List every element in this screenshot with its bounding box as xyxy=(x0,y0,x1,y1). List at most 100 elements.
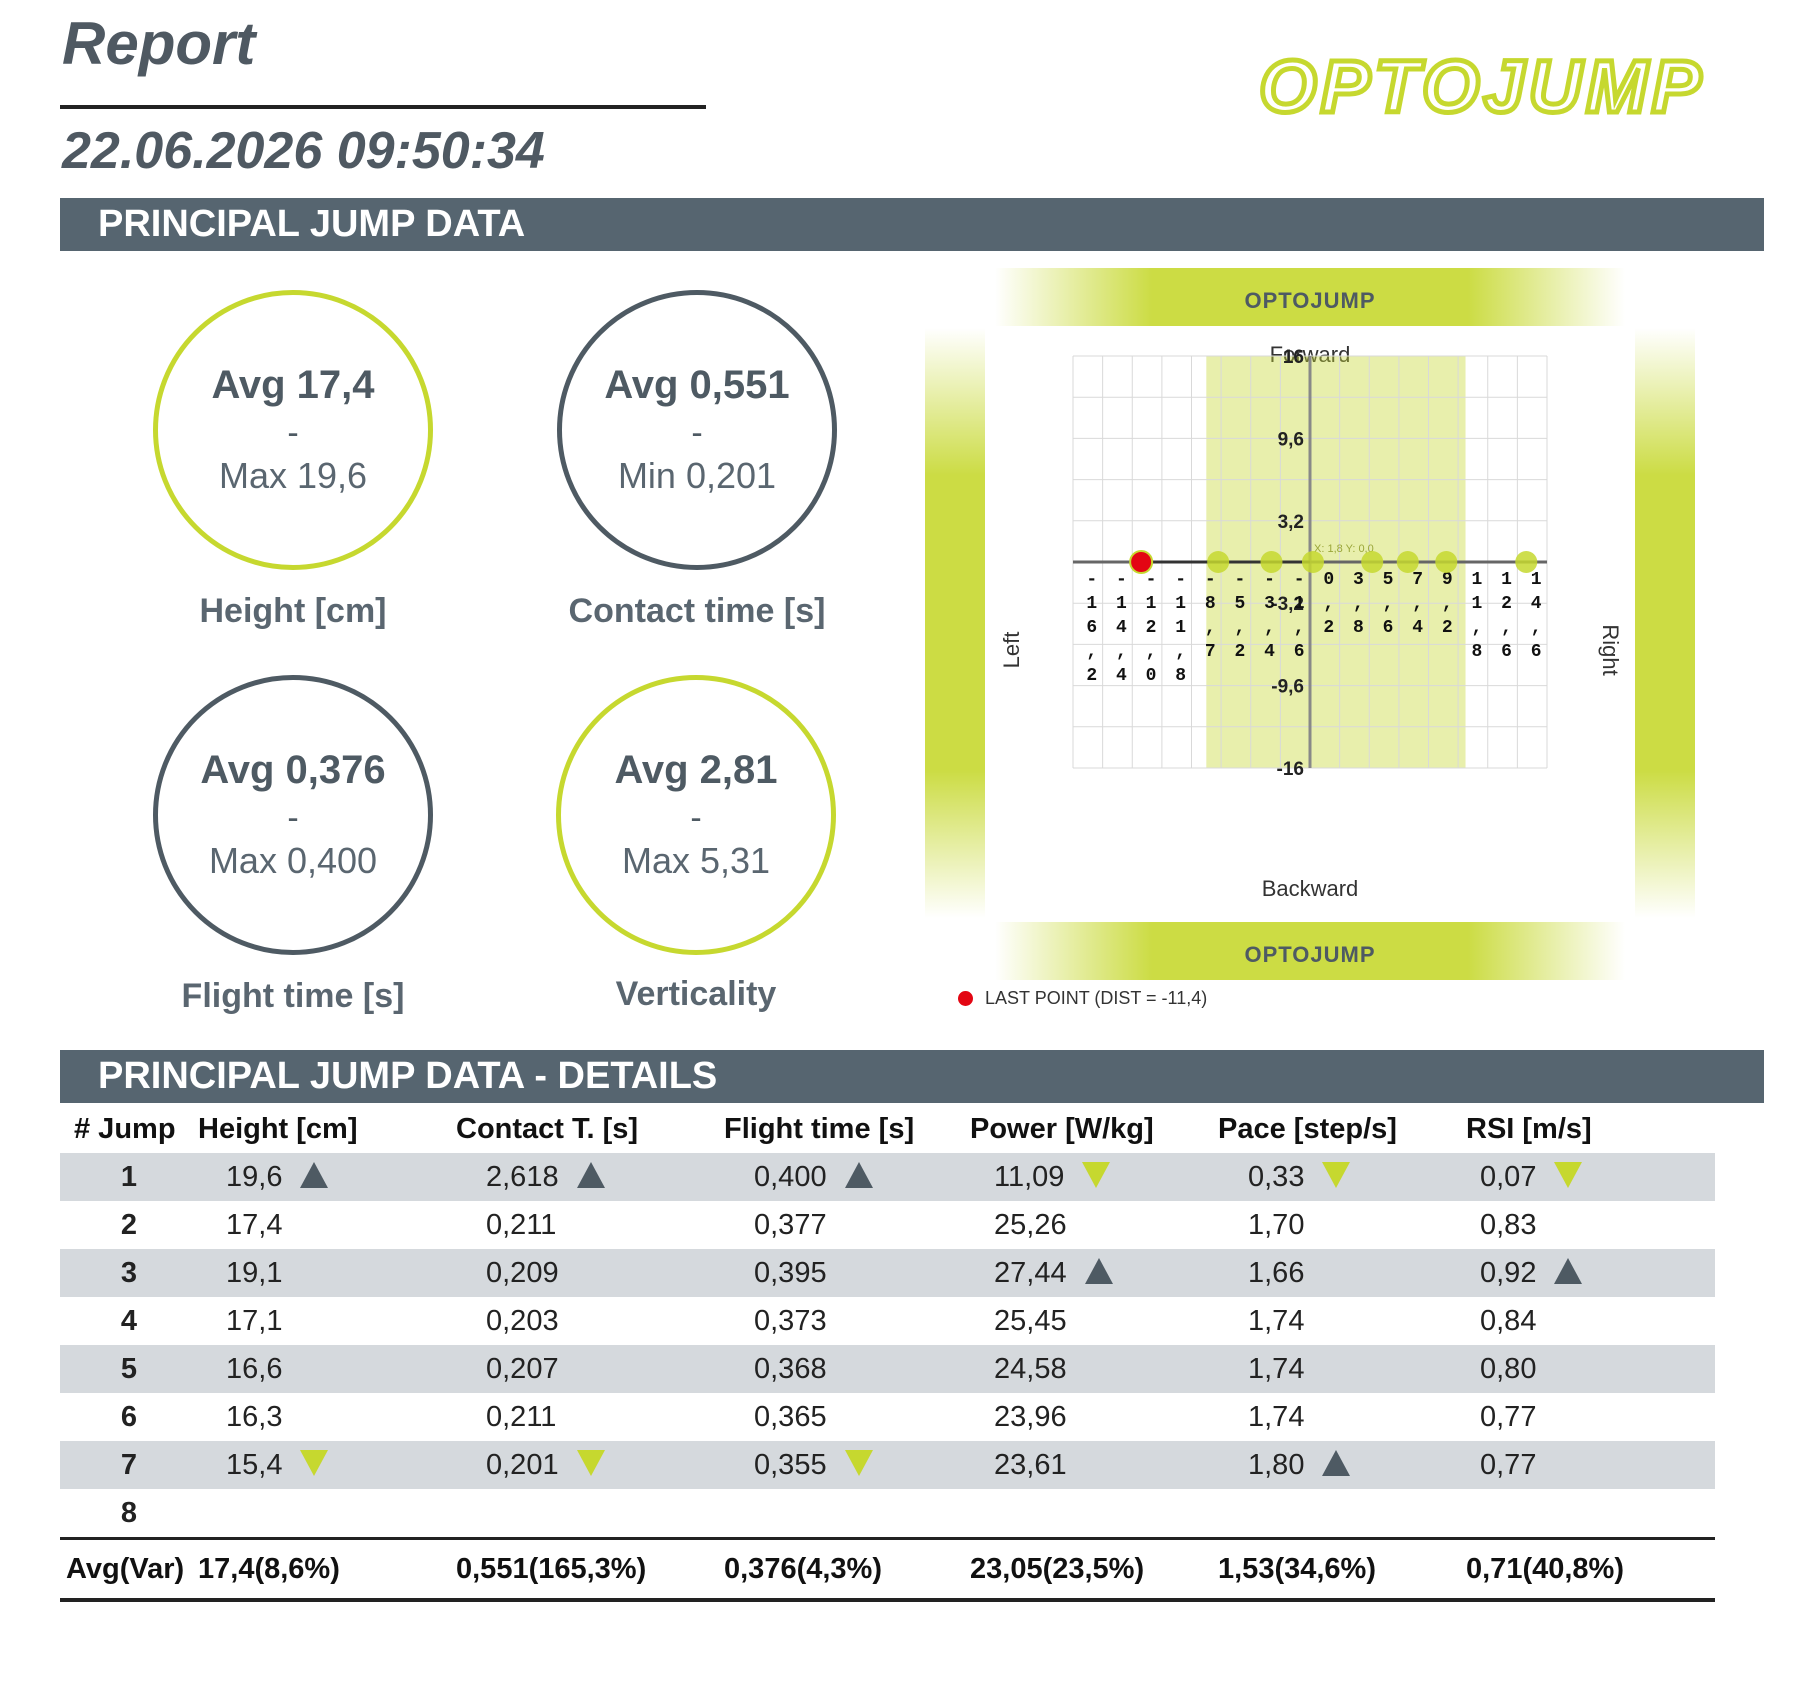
table-row: 4 17,1 0,203 0,373 25,45 1,74 0,84 xyxy=(60,1297,1715,1345)
section-principal-header: PRINCIPAL JUMP DATA xyxy=(60,198,1764,251)
pace-value: 0,33 xyxy=(1248,1160,1305,1193)
metric-contact-avg: Avg 0,551 xyxy=(604,363,790,407)
optojump-logo: OPTOJUMP xyxy=(1257,52,1705,124)
power-cell: 25,26 xyxy=(970,1201,1218,1249)
x-point-label: 7,4 xyxy=(1412,570,1423,638)
pace-value: 1,74 xyxy=(1248,1304,1305,1337)
flight-cell xyxy=(724,1489,970,1539)
power-value: 23,96 xyxy=(994,1400,1067,1433)
contact-value: 0,211 xyxy=(486,1400,557,1433)
metric-flight-circle: Avg 0,376 - Max 0,400 xyxy=(153,675,433,955)
contact-cell: 0,211 xyxy=(456,1201,724,1249)
metric-contact-label: Contact time [s] xyxy=(568,592,826,630)
contact-cell: 0,203 xyxy=(456,1297,724,1345)
min-triangle-down-icon xyxy=(576,1449,605,1476)
jump-point-marker xyxy=(1396,551,1419,573)
height-cell: 16,6 xyxy=(198,1345,456,1393)
jump-point-marker xyxy=(1435,551,1458,573)
last-point-legend: LAST POINT (DIST = -11,4) xyxy=(958,988,1207,1009)
height-cell: 15,4 xyxy=(198,1441,456,1489)
power-value: 24,58 xyxy=(994,1352,1067,1385)
contact-cell: 0,209 xyxy=(456,1249,724,1297)
flight-value: 0,365 xyxy=(754,1400,827,1433)
table-row: 3 19,1 0,209 0,395 27,44 1,66 0,92 xyxy=(60,1249,1715,1297)
x-point-label: -8, 7 xyxy=(1205,570,1216,662)
footer-label: Avg(Var) xyxy=(60,1537,198,1602)
y-tick-label: 9,6 xyxy=(1278,429,1304,450)
pace-cell: 1,80 xyxy=(1218,1441,1466,1489)
header-height: Height [cm] xyxy=(198,1112,358,1145)
flight-value: 0,377 xyxy=(754,1208,827,1241)
pace-value: 1,70 xyxy=(1248,1208,1305,1241)
contact-value: 0,211 xyxy=(486,1208,557,1241)
metric-flight-max: Max 0,400 xyxy=(208,840,378,881)
metric-contact-circle: Avg 0,551 - Min 0,201 xyxy=(557,290,837,570)
metric-height-max: Max 19,6 xyxy=(218,455,368,496)
contact-cell: 0,207 xyxy=(456,1345,724,1393)
rsi-value: 0,77 xyxy=(1480,1400,1537,1433)
compass-right-label: Right xyxy=(1598,624,1623,675)
min-triangle-down-icon xyxy=(1554,1161,1583,1188)
flight-cell: 0,368 xyxy=(724,1345,970,1393)
pace-cell: 1,66 xyxy=(1218,1249,1466,1297)
rsi-cell: 0,83 xyxy=(1466,1201,1715,1249)
table-row: 5 16,6 0,207 0,368 24,58 1,74 0,80 xyxy=(60,1345,1715,1393)
metric-height-avg: Avg 17,4 xyxy=(211,363,375,407)
x-point-label: -1 2, 0 xyxy=(1146,570,1157,686)
report-datetime: 22.06.2026 09:50:34 xyxy=(62,122,545,180)
jump-number-cell: 5 xyxy=(60,1345,198,1393)
compass-left-label: Left xyxy=(999,632,1024,669)
max-triangle-up-icon xyxy=(844,1161,873,1188)
contact-value: 2,618 xyxy=(486,1160,559,1193)
y-tick-label: 3,2 xyxy=(1278,512,1304,533)
footer-contact: 0,551(165,3%) xyxy=(456,1537,724,1602)
pace-cell: 1,74 xyxy=(1218,1345,1466,1393)
metric-contact-min: Min 0,201 xyxy=(617,455,777,496)
pace-value: 1,66 xyxy=(1248,1256,1305,1289)
header-jump: # Jump xyxy=(74,1112,176,1145)
max-triangle-up-icon xyxy=(1322,1449,1351,1476)
height-cell: 16,3 xyxy=(198,1393,456,1441)
flight-value: 0,373 xyxy=(754,1304,827,1337)
jump-point-marker xyxy=(1515,551,1538,573)
compass-chart: OPTOJUMP OPTOJUMP Forward Backward Left … xyxy=(925,268,1695,980)
last-point-legend-text: LAST POINT (DIST = -11,4) xyxy=(985,988,1208,1008)
height-value: 16,6 xyxy=(226,1352,283,1385)
compass-plot: 16 9,6 3,2 -3,2 -9,6 -16 X: 1,8 Y: 0,0 -1 6, 2 -1 4… xyxy=(1072,347,1548,780)
header-power: Power [W/kg] xyxy=(970,1112,1154,1145)
x-point-label: 9,2 xyxy=(1442,570,1453,638)
metric-verticality-circle: Avg 2,81 - Max 5,31 xyxy=(556,675,836,955)
contact-value: 0,203 xyxy=(486,1304,559,1337)
rsi-cell: 0,77 xyxy=(1466,1393,1715,1441)
flight-cell: 0,395 xyxy=(724,1249,970,1297)
crosshair-readout: X: 1,8 Y: 0,0 xyxy=(1314,543,1374,555)
rsi-value: 0,80 xyxy=(1480,1352,1537,1385)
power-cell xyxy=(970,1489,1218,1539)
flight-cell: 0,355 xyxy=(724,1441,970,1489)
metric-verticality-dash: - xyxy=(690,799,702,837)
contact-value: 0,207 xyxy=(486,1352,559,1385)
x-point-label: 3,8 xyxy=(1353,570,1364,638)
metric-verticality-label: Verticality xyxy=(615,975,777,1013)
flight-cell: 0,377 xyxy=(724,1201,970,1249)
contact-value: 0,201 xyxy=(486,1448,559,1481)
brand-wordmark: OPTOJUMP xyxy=(1259,52,1705,124)
x-point-label: -1 6, 2 xyxy=(1086,570,1097,686)
table-row: 1 19,6 2,618 0,400 11,09 0,33 0,07 xyxy=(60,1153,1715,1201)
height-cell xyxy=(198,1489,456,1539)
jump-point-marker xyxy=(1260,551,1283,573)
power-cell: 27,44 xyxy=(970,1249,1218,1297)
x-point-label: -5, 2 xyxy=(1235,570,1246,662)
header-contact: Contact T. [s] xyxy=(456,1112,639,1145)
pace-value: 1,80 xyxy=(1248,1448,1305,1481)
min-triangle-down-icon xyxy=(1082,1161,1111,1188)
footer-pace: 1,53(34,6%) xyxy=(1218,1537,1466,1602)
height-value: 16,3 xyxy=(226,1400,283,1433)
flight-cell: 0,400 xyxy=(724,1153,970,1201)
last-point-marker xyxy=(1129,550,1154,574)
metric-flight-dash: - xyxy=(287,799,299,837)
power-value: 25,45 xyxy=(994,1304,1067,1337)
height-value: 17,1 xyxy=(226,1304,283,1337)
x-point-label: -1, 6 xyxy=(1294,570,1305,662)
height-cell: 19,1 xyxy=(198,1249,456,1297)
